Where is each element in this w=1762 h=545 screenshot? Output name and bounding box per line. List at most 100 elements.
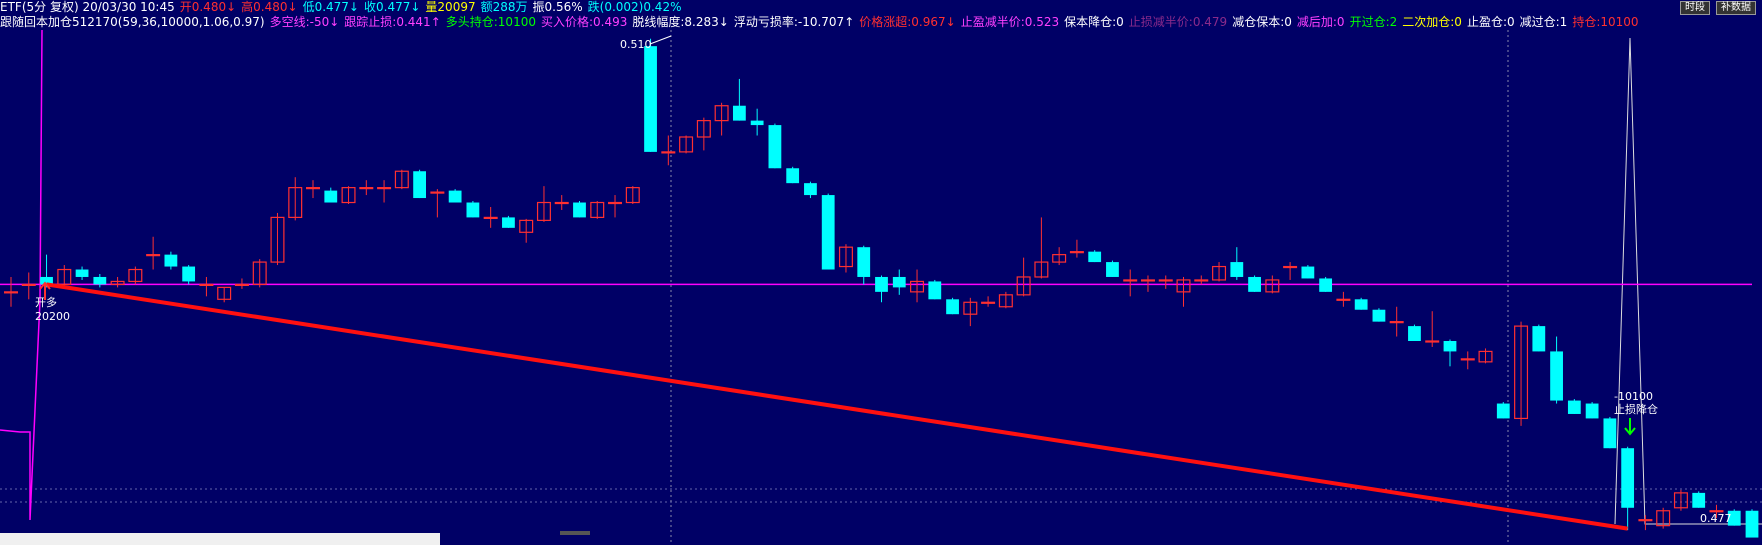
candle-body: [1265, 279, 1280, 293]
scroll-thumb[interactable]: [560, 531, 590, 535]
candle-body: [1603, 418, 1617, 449]
high-label: 0.510: [620, 38, 652, 51]
header-item: 持仓:10100: [1572, 15, 1639, 29]
candle-body: [679, 136, 694, 153]
candle-body: [377, 187, 392, 190]
candle-body: [1123, 279, 1138, 282]
candle-body: [1016, 276, 1031, 296]
header-item: 脱线幅度:8.283↓: [632, 15, 729, 29]
candle-body: [324, 190, 338, 203]
candle-body: [1372, 309, 1386, 322]
candle-body: [466, 202, 480, 218]
candle-body: [857, 247, 871, 277]
candle-body: [928, 281, 942, 300]
candle-body: [573, 202, 586, 218]
candle-body: [93, 276, 107, 285]
candle-body: [910, 280, 925, 293]
candle-body: [1212, 265, 1227, 281]
candle-body: [502, 217, 515, 228]
header-item: 额288万: [480, 0, 528, 14]
candle-body: [750, 120, 764, 126]
candle-body: [1301, 266, 1315, 279]
header-item: 低0.477↓: [302, 0, 359, 14]
button[interactable]: 补数据: [1716, 1, 1756, 15]
candle-body: [1354, 299, 1368, 310]
candle-body: [714, 105, 729, 122]
candle-body: [1673, 492, 1688, 509]
candle-body: [359, 187, 374, 190]
scrollbar[interactable]: [0, 533, 440, 545]
low-label: 0.477: [1700, 512, 1732, 525]
signal-label: 20200: [35, 310, 70, 323]
candle-body: [661, 151, 676, 154]
header-item: 跟随回本加仓512170(59,36,10000,1.06,0.97): [0, 15, 265, 29]
candle-body: [554, 201, 569, 205]
candle-body: [1550, 351, 1563, 401]
header-item: 开过仓:2: [1349, 15, 1398, 29]
candle-body: [892, 276, 906, 288]
header-item: 开0.480↓: [179, 0, 237, 14]
candle-body: [1425, 340, 1440, 343]
candle-body: [838, 246, 853, 268]
header-item: 收0.477↓: [364, 0, 421, 14]
header-item: 止损减半价:0.479: [1128, 15, 1228, 29]
header-item: 跟踪止损:0.441↑: [344, 15, 441, 29]
signal-label: 止损降仓: [1614, 402, 1658, 416]
candle-body: [306, 187, 321, 190]
indicator-line: [0, 29, 43, 521]
candle-body: [1585, 403, 1599, 419]
pointer: [649, 35, 672, 45]
candle-body: [1248, 276, 1261, 292]
header-item: 价格涨超:0.967↓: [859, 15, 956, 29]
buy-arrow: [39, 281, 51, 300]
header-item: 减过仓:1: [1519, 15, 1568, 29]
header-item: 多空线:-50↓: [269, 15, 340, 29]
button[interactable]: 时段: [1680, 1, 1710, 15]
candle-body: [1336, 298, 1351, 301]
candle-body: [625, 187, 640, 204]
candle-body: [1052, 254, 1067, 263]
candle-body: [536, 201, 551, 221]
candle-body: [1532, 326, 1546, 352]
candle-body: [1745, 510, 1759, 538]
header-item: 减仓保本:0: [1232, 15, 1292, 29]
candle-body: [341, 187, 356, 204]
header-item: 二次加仓:0: [1402, 15, 1462, 29]
signal-label: -10100: [1614, 390, 1653, 403]
candle-body: [998, 294, 1013, 308]
candle-body: [696, 120, 711, 138]
candle-body: [1478, 350, 1493, 363]
candle-body: [1656, 510, 1671, 527]
candle-body: [1176, 279, 1191, 293]
candle-body: [110, 280, 125, 286]
candle-body: [1567, 400, 1581, 414]
candles: [0, 38, 1759, 538]
header-item: 保本降仓:0: [1064, 15, 1124, 29]
candle-body: [608, 201, 623, 205]
header-item: 振0.56%: [532, 0, 583, 14]
candle-body: [1034, 261, 1049, 278]
candle-body: [234, 283, 249, 287]
candle-body: [1194, 279, 1209, 282]
candle-body: [182, 266, 196, 282]
candle-body: [1443, 340, 1457, 352]
candle-body: [270, 216, 285, 263]
candle-body: [146, 254, 161, 257]
candle-body: [164, 254, 178, 267]
candle-body: [1283, 265, 1298, 269]
candle-body: [981, 301, 996, 304]
candle-body: [1496, 403, 1510, 419]
candle-body: [1621, 448, 1635, 508]
candle-body: [128, 268, 143, 283]
candle-body: [75, 269, 89, 277]
header-item: 买入价格:0.493: [540, 15, 628, 29]
header-line: 跟随回本加仓512170(59,36,10000,1.06,0.97) 多空线:-…: [0, 15, 1644, 30]
candle-body: [946, 299, 959, 315]
candle-body: [252, 261, 267, 286]
candle-body: [288, 187, 303, 219]
candle-body: [963, 301, 978, 315]
candle-body: [1460, 358, 1475, 361]
candle-body: [1319, 278, 1333, 292]
